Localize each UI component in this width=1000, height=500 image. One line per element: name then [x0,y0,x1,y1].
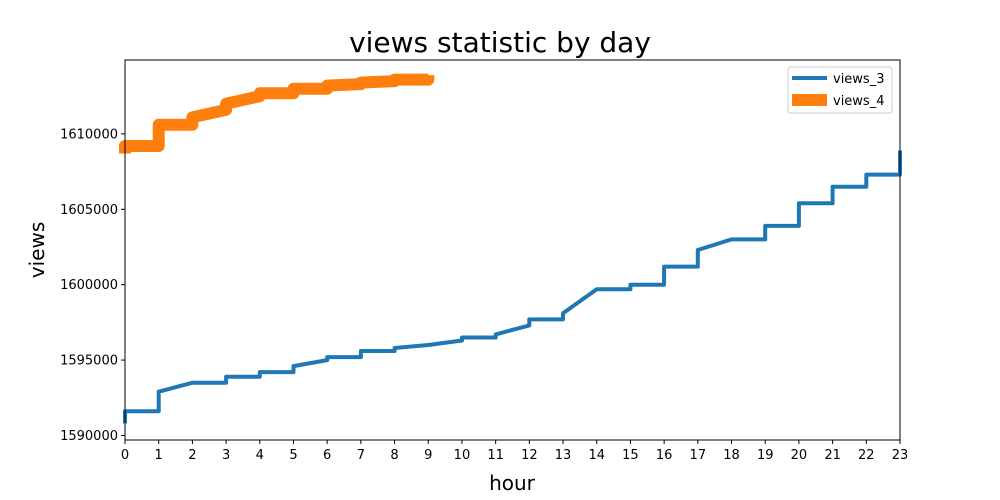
plot-frame [124,59,901,441]
y-tick-label: 1610000 [60,127,118,142]
x-axis: 0 1 2 3 4 5 6 7 8 9 10 11 12 13 14 15 16 17 18 19 20 21 22 23 [121,440,908,463]
x-tick-label: 4 [256,448,264,463]
x-tick-label: 22 [858,448,875,463]
x-tick-label: 11 [487,448,504,463]
x-tick-label: 10 [454,448,471,463]
series-line-views-3 [123,150,902,424]
y-axis-label: views [25,222,49,278]
x-tick-label: 6 [323,448,331,463]
legend-label-views-3: views_3 [833,72,884,87]
x-tick-label: 3 [222,448,230,463]
x-tick-label: 12 [521,448,538,463]
x-tick-label: 16 [656,448,673,463]
x-tick-label: 14 [588,448,605,463]
x-tick-label: 7 [357,448,365,463]
y-tick-label: 1595000 [60,354,118,369]
x-tick-label: 15 [622,448,639,463]
x-tick-label: 5 [289,448,297,463]
x-tick-label: 23 [892,448,909,463]
y-axis: 1590000 1595000 1600000 1605000 1610000 [60,127,125,444]
x-tick-label: 18 [723,448,740,463]
x-tick-label: 0 [121,448,129,463]
x-tick-label: 20 [791,448,808,463]
plot-area [125,60,900,440]
x-tick-label: 17 [690,448,707,463]
legend: views_3 views_4 [787,66,893,114]
y-tick-label: 1605000 [60,203,118,218]
y-tick-label: 1600000 [60,278,118,293]
x-axis-label: hour [489,471,536,495]
series-layer [119,73,902,424]
x-tick-label: 13 [555,448,572,463]
chart-title: views statistic by day [349,26,651,59]
x-tick-label: 8 [390,448,398,463]
x-tick-label: 9 [424,448,432,463]
x-tick-label: 21 [824,448,841,463]
x-tick-label: 19 [757,448,774,463]
x-tick-label: 2 [188,448,196,463]
y-tick-label: 1590000 [60,429,118,444]
series-line-views-4 [119,73,435,154]
x-tick-label: 1 [155,448,163,463]
legend-label-views-4: views_4 [833,94,884,109]
